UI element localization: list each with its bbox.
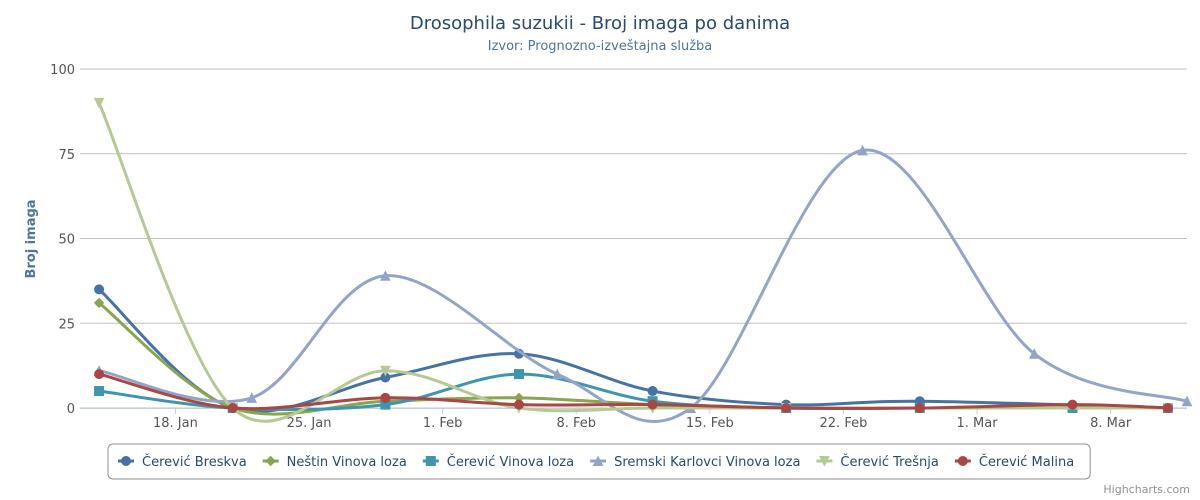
legend-label: Neštin Vinova loza [287,455,407,470]
data-point[interactable] [93,297,105,309]
legend-item[interactable]: Neštin Vinova loza [262,455,407,470]
data-point[interactable] [647,399,658,410]
legend-item[interactable]: Sremski Karlovci Vinova loza [590,455,800,470]
data-point[interactable] [246,392,258,403]
legend-marker[interactable] [819,456,830,467]
series-line[interactable] [97,101,1170,423]
data-point[interactable] [1162,403,1173,413]
x-tick-label: 1. Mar [957,416,999,431]
legend-marker[interactable] [265,455,276,467]
data-point[interactable] [227,403,238,413]
legend-label: Čerević Trešnja [840,454,938,470]
series-0 [94,284,1173,413]
x-tick-label: 8. Mar [1090,416,1132,431]
data-point[interactable] [380,392,391,403]
series-4 [93,97,1174,423]
y-tick-label: 75 [58,148,75,163]
credits-link[interactable]: Highcharts.com [1103,483,1190,496]
data-point[interactable] [551,368,563,380]
data-point[interactable] [94,386,105,397]
x-tick-label: 15. Feb [686,416,734,431]
legend-item[interactable]: Čerević Breskva [118,454,247,470]
legend-item[interactable]: Čerević Trešnja [816,454,939,470]
data-point[interactable] [1181,395,1193,407]
legend-marker[interactable] [957,456,968,466]
legend-label: Čerević Vinova loza [447,454,574,470]
series-line[interactable] [97,148,1189,423]
x-tick-label: 25. Jan [287,416,332,431]
y-axis-title: Broj imaga [24,199,39,278]
gridlines [80,68,1187,409]
chart-subtitle: Izvor: Prognozno-izveštajna služba [488,39,713,54]
series-3 [93,144,1193,423]
chart-title: Drosophila suzukii - Broj imaga po danim… [410,13,790,34]
x-tick-label: 18. Jan [153,416,198,431]
legend: Čerević Breskva Neštin Vinova loza Čerević… [107,443,1091,480]
data-point[interactable] [914,403,925,413]
y-axis: 0 25 50 75 100 [50,63,75,417]
data-point[interactable] [94,284,105,295]
legend-label: Čerević Breskva [142,454,247,470]
legend-marker[interactable] [121,456,131,466]
series-group [93,97,1193,423]
data-point[interactable] [647,386,658,397]
data-point[interactable] [1029,348,1040,359]
x-tick-label: 22. Feb [820,416,868,431]
y-tick-label: 100 [50,63,75,78]
legend-label: Sremski Karlovci Vinova loza [614,455,800,470]
data-point[interactable] [857,144,868,156]
legend-item[interactable]: Čerević Malina [954,454,1074,470]
x-tick-label: 8. Feb [556,416,596,431]
data-point[interactable] [93,97,105,109]
data-point[interactable] [513,369,524,380]
y-tick-label: 25 [58,317,75,332]
data-point[interactable] [781,403,792,413]
y-tick-label: 0 [67,402,75,417]
legend-label: Čerević Malina [979,454,1074,470]
legend-item[interactable]: Čerević Vinova loza [422,454,574,470]
data-point[interactable] [513,399,524,410]
data-point[interactable] [1067,399,1078,410]
data-point[interactable] [94,369,105,380]
legend-marker[interactable] [425,456,436,466]
x-tick-label: 1. Feb [423,416,463,431]
data-point[interactable] [380,365,391,377]
series-5 [94,369,1173,413]
legend-marker[interactable] [592,455,604,466]
y-tick-label: 50 [58,233,75,248]
data-point[interactable] [380,270,391,281]
